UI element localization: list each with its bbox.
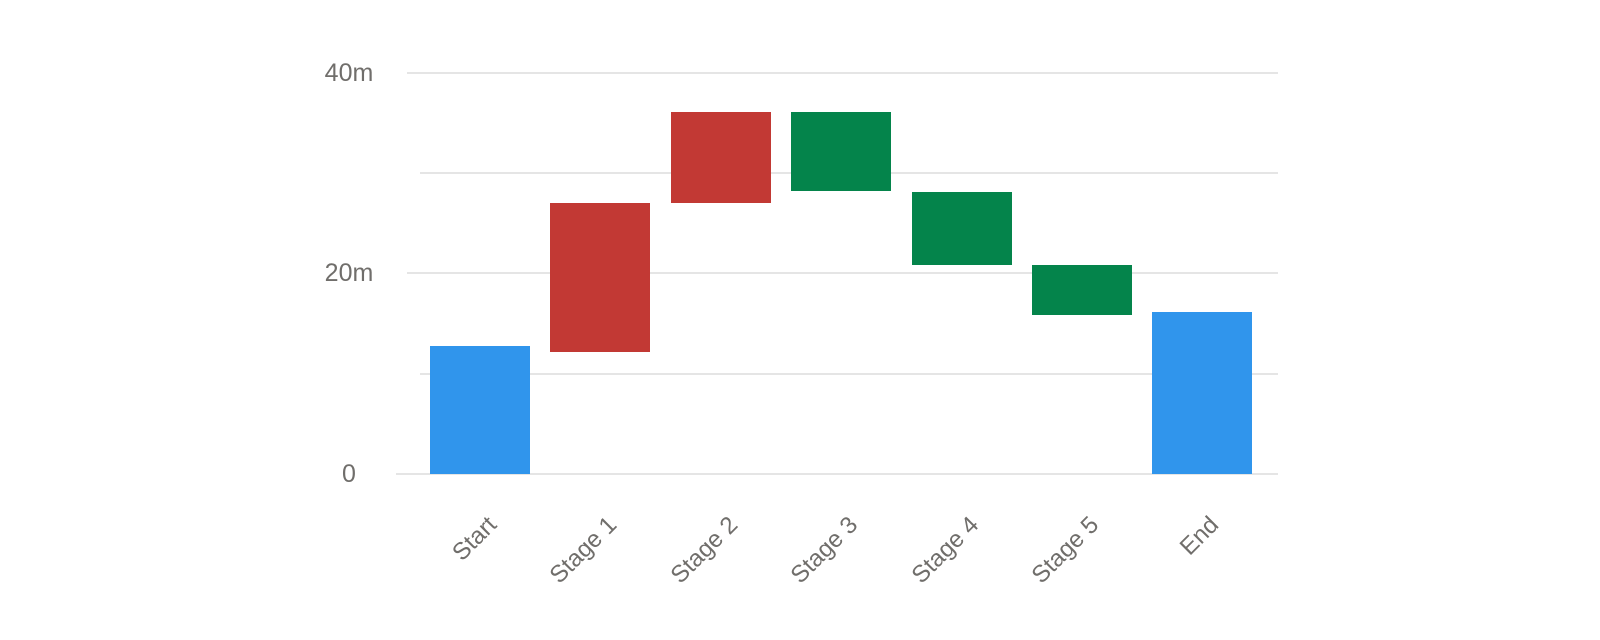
y-axis-tick-label-20: 20m: [324, 259, 374, 288]
x-axis-label-stage-3: Stage 3: [785, 511, 864, 589]
bar-start[interactable]: [430, 345, 530, 474]
bar-stage-3[interactable]: [791, 111, 891, 192]
y-axis-tick-label-0: 0: [342, 460, 356, 488]
x-axis-label-start: Start: [447, 511, 503, 567]
x-axis-label-stage-4: Stage 4: [906, 511, 985, 589]
bar-stage-5[interactable]: [1032, 265, 1132, 316]
bar-stage-2[interactable]: [671, 111, 771, 204]
gridline-0: [396, 473, 1278, 475]
bar-end[interactable]: [1152, 311, 1252, 474]
y-axis-tick-label-40: 40m: [324, 58, 374, 87]
gridline-40: [407, 71, 1278, 74]
x-axis-label-end: End: [1175, 511, 1225, 561]
gridline-10: [420, 372, 1278, 375]
gridline-20: [407, 272, 1278, 275]
x-axis-label-stage-5: Stage 5: [1026, 511, 1105, 589]
x-axis-label-stage-1: Stage 1: [544, 511, 623, 589]
bar-stage-1[interactable]: [550, 203, 650, 352]
x-axis-label-stage-2: Stage 2: [665, 511, 744, 589]
bar-stage-4[interactable]: [912, 192, 1012, 266]
